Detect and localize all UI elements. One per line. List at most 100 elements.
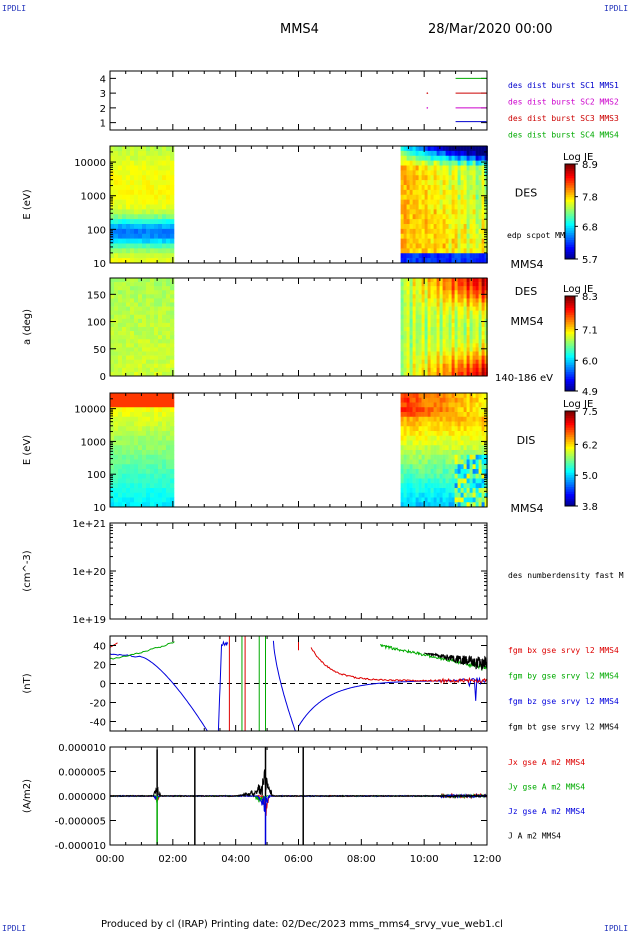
p4-cell — [424, 502, 428, 508]
p2-cell — [457, 233, 461, 239]
p3-cell — [146, 359, 151, 365]
p4-cell — [457, 454, 461, 460]
p2-cell — [445, 165, 449, 171]
p3-cell — [158, 363, 163, 369]
p4-colorbar-step — [565, 453, 575, 457]
p2-cell — [403, 233, 407, 239]
p6-ylabel: (nT) — [22, 673, 33, 693]
p3-colorbar-step — [565, 372, 575, 375]
p4-cell — [481, 397, 485, 403]
p2-cell — [448, 180, 452, 186]
p2-cell — [436, 170, 440, 176]
p2-cell — [466, 170, 470, 176]
p2-cell — [445, 224, 449, 230]
p2-cell — [118, 258, 123, 264]
p3-cell — [421, 359, 425, 365]
p2-cell — [400, 258, 404, 264]
p4-cell — [130, 464, 135, 470]
p2-cell — [114, 224, 119, 230]
p2-cell — [162, 209, 167, 215]
p4-cell — [466, 431, 470, 437]
p4-cell — [142, 435, 147, 441]
p2-cell — [118, 199, 123, 205]
p3-cell — [154, 355, 159, 360]
p4-cell — [170, 502, 175, 508]
p3-cell — [463, 343, 467, 348]
p2-cell — [484, 209, 488, 215]
p2-cell — [412, 199, 416, 205]
p4-cell — [469, 407, 473, 413]
p4-cell — [114, 407, 119, 413]
p4-cell — [400, 402, 404, 408]
p4-cell — [421, 393, 425, 399]
p4-cell — [118, 459, 123, 465]
p3-cell — [430, 343, 434, 348]
p4-cell — [433, 445, 437, 451]
p2-colorbar-step — [565, 221, 575, 224]
p2-cell — [472, 160, 476, 166]
p2-cell — [469, 253, 473, 259]
p2-cell — [475, 199, 479, 205]
p4-cell — [118, 483, 123, 489]
p4-colorbar-step — [565, 425, 575, 429]
p3-cell — [400, 310, 404, 316]
p2-cell — [442, 219, 446, 225]
p3-cell — [424, 327, 428, 332]
p4-cell — [445, 412, 449, 418]
p3-colorbar-tick-label: 4.9 — [582, 387, 598, 398]
p3-cell — [154, 318, 159, 324]
p3-cell — [170, 367, 175, 373]
p4-cell — [445, 431, 449, 437]
p4-cell — [146, 421, 151, 427]
p2-cell — [142, 248, 147, 254]
p3-cell — [457, 367, 461, 373]
p4-cell — [481, 431, 485, 437]
p2-cell — [469, 199, 473, 205]
p3-cell — [427, 322, 431, 328]
p3-cell — [427, 302, 431, 307]
p4-cell — [469, 488, 473, 494]
p3-cell — [409, 306, 413, 311]
p3-cell — [439, 294, 443, 299]
p4-cell — [118, 397, 123, 403]
p3-cell — [472, 335, 476, 340]
p2-cell — [457, 209, 461, 215]
p4-cell — [439, 407, 443, 413]
p3-cell — [481, 286, 485, 291]
p4-cell — [439, 478, 443, 484]
p2-cell — [418, 170, 422, 176]
p4-cell — [114, 393, 119, 399]
p2-cell — [118, 224, 123, 230]
p4-cell — [150, 488, 155, 494]
p2-cell — [403, 238, 407, 244]
p2-cell — [162, 160, 167, 166]
p2-cell — [114, 219, 119, 225]
p4-cell — [466, 497, 470, 503]
p2-cell — [166, 155, 171, 161]
p3-cell — [421, 310, 425, 316]
p4-cell — [170, 431, 175, 437]
p2-cell — [472, 214, 476, 220]
p2-cell — [475, 175, 479, 181]
p4-cell — [412, 435, 416, 441]
p2-cell — [442, 238, 446, 244]
p3-cell — [158, 347, 163, 352]
p3-cell — [162, 302, 167, 307]
p4-cell — [472, 416, 476, 422]
p4-cell — [170, 445, 175, 451]
p3-cell — [142, 310, 147, 316]
p2-cell — [478, 146, 482, 152]
p3-cell — [466, 302, 470, 307]
p4-cell — [412, 483, 416, 489]
p2-cell — [424, 175, 428, 181]
p3-ylabel: a (deg) — [22, 309, 33, 345]
p3-cell — [134, 335, 139, 340]
p3-cell — [412, 359, 416, 365]
p3-cell — [146, 339, 151, 344]
p3-cell — [424, 318, 428, 324]
x-tick-label: 02:00 — [158, 854, 187, 865]
p4-colorbar-step — [565, 444, 575, 448]
p2-cell — [415, 180, 419, 186]
p3-cell — [142, 359, 147, 365]
p2-cell — [451, 248, 455, 254]
